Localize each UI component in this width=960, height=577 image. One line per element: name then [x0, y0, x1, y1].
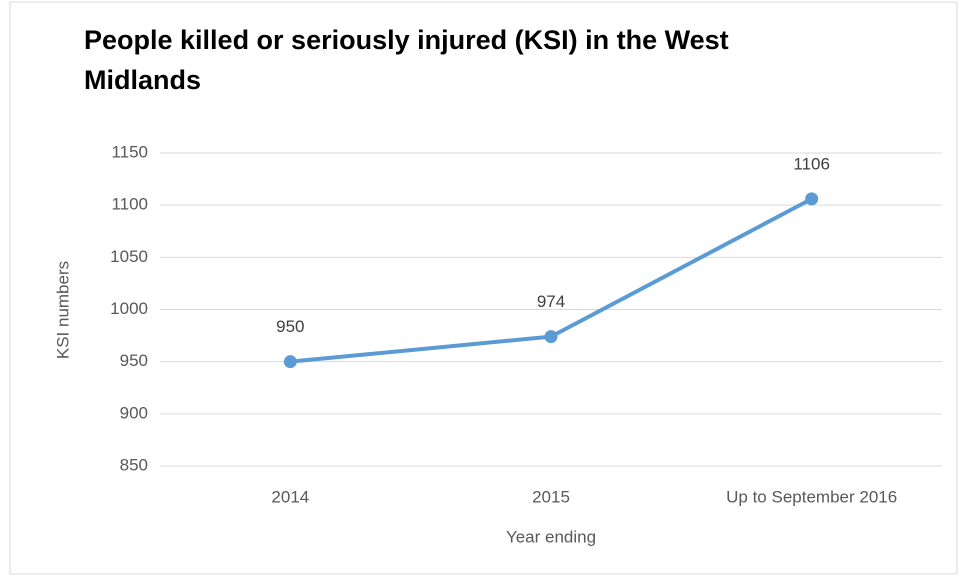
y-tick-label: 1000: [110, 299, 148, 318]
point: [805, 192, 819, 206]
x-tick-label: 2015: [532, 487, 570, 506]
y-tick-label: 900: [120, 403, 148, 422]
x-tick-label: 2014: [271, 487, 309, 506]
data-label: 1106: [793, 154, 830, 173]
y-tick-label: 1050: [110, 247, 148, 266]
data-label: 950: [276, 317, 304, 336]
y-tick-label: 1100: [111, 195, 148, 214]
chart-border: [9, 1, 958, 575]
x-tick-label: Up to September 2016: [726, 487, 897, 506]
y-tick-label: 1150: [111, 142, 148, 161]
data-label: 974: [537, 292, 565, 311]
x-axis-label: Year ending: [506, 527, 596, 546]
point: [283, 355, 297, 369]
y-axis-label: KSI numbers: [53, 261, 72, 359]
y-tick-label: 950: [120, 351, 148, 370]
y-tick-label: 850: [120, 455, 148, 474]
chart-title: People killed or seriously injured (KSI)…: [84, 25, 729, 95]
point: [544, 330, 558, 344]
